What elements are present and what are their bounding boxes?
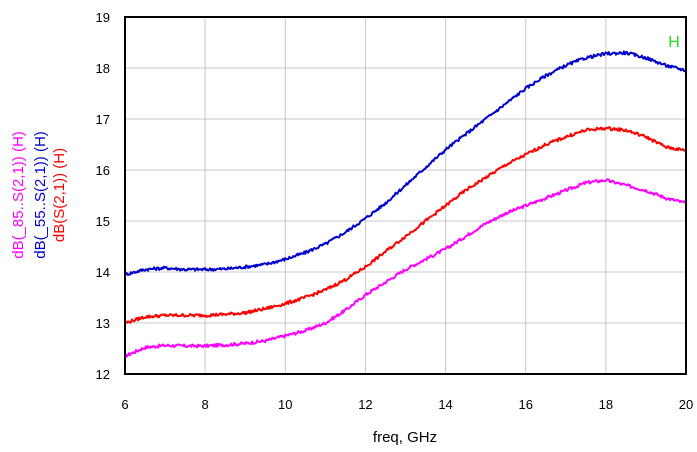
y-tick-label: 16: [96, 163, 110, 178]
x-tick-label: 16: [518, 397, 532, 412]
series-line-0: [124, 178, 687, 358]
x-tick-label: 6: [121, 397, 128, 412]
y-axis-label-1: dB(_55..S(2,1)) (H): [32, 131, 49, 259]
y-tick-label: 12: [96, 367, 110, 382]
plot-frame: [124, 16, 687, 375]
x-tick-label: 18: [599, 397, 613, 412]
y-tick-label: 13: [96, 316, 110, 331]
y-tick-label: 18: [96, 61, 110, 76]
y-axis-label-0: dB(_85..S(2,1)) (H): [10, 131, 27, 259]
y-axis-labels: dB(_85..S(2,1)) (H) dB(_55..S(2,1)) (H) dB…: [10, 131, 68, 259]
y-tick-label: 19: [96, 10, 110, 25]
x-tick-labels: 6 8 10 12 14 16 18 20: [121, 397, 693, 412]
x-tick-label: 10: [278, 397, 292, 412]
y-axis-label-2: dB(S(2,1)) (H): [51, 148, 68, 242]
y-tick-label: 14: [96, 265, 110, 280]
series-lines: [124, 50, 687, 358]
y-tick-labels: 12 13 14 15 16 17 18 19: [96, 10, 110, 382]
y-tick-label: 17: [96, 112, 110, 127]
corner-marker-h: H: [668, 34, 680, 51]
y-tick-label: 15: [96, 214, 110, 229]
x-tick-label: 8: [202, 397, 209, 412]
series-line-1: [124, 50, 687, 277]
x-axis-label: freq, GHz: [373, 429, 437, 446]
grid-lines: [124, 16, 687, 375]
series-line-2: [124, 126, 687, 324]
x-tick-label: 12: [358, 397, 372, 412]
x-tick-label: 14: [438, 397, 452, 412]
x-tick-label: 20: [679, 397, 693, 412]
